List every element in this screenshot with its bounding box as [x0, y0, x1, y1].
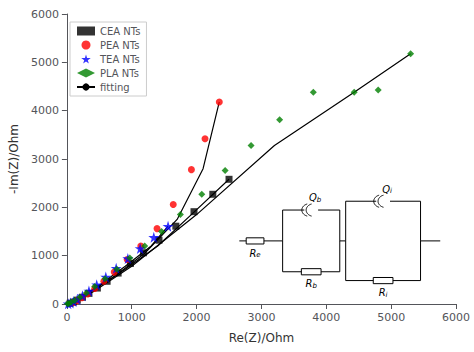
svg-text:i: i — [390, 187, 392, 195]
svg-text:b: b — [317, 196, 322, 204]
svg-text:3000: 3000 — [31, 153, 59, 166]
svg-text:3000: 3000 — [247, 311, 275, 324]
svg-text:-Im(Z)/Ohm: -Im(Z)/Ohm — [7, 124, 21, 194]
svg-text:5000: 5000 — [377, 311, 405, 324]
svg-text:TEA NTs: TEA NTs — [99, 54, 140, 65]
svg-text:1000: 1000 — [118, 311, 146, 324]
svg-text:6000: 6000 — [31, 8, 59, 21]
svg-text:4000: 4000 — [312, 311, 340, 324]
svg-text:6000: 6000 — [442, 311, 470, 324]
svg-text:CEA NTs: CEA NTs — [100, 26, 140, 37]
svg-text:0: 0 — [63, 311, 70, 324]
svg-text:5000: 5000 — [31, 56, 59, 69]
svg-text:PLA NTs: PLA NTs — [100, 68, 139, 79]
svg-text:2000: 2000 — [183, 311, 211, 324]
svg-text:2000: 2000 — [31, 201, 59, 214]
svg-text:PEA NTs: PEA NTs — [100, 40, 140, 51]
svg-text:R: R — [379, 287, 386, 298]
svg-text:R: R — [306, 278, 313, 289]
svg-text:Q: Q — [309, 192, 317, 203]
svg-text:fitting: fitting — [100, 82, 130, 93]
svg-text:e: e — [256, 251, 260, 259]
svg-text:1000: 1000 — [31, 249, 59, 262]
svg-text:Q: Q — [382, 184, 390, 195]
svg-text:0: 0 — [52, 298, 59, 311]
svg-text:b: b — [312, 282, 317, 290]
svg-text:R: R — [249, 248, 256, 259]
svg-text:4000: 4000 — [31, 104, 59, 117]
svg-text:i: i — [386, 291, 388, 299]
svg-text:Re(Z)/Ohm: Re(Z)/Ohm — [229, 331, 295, 345]
